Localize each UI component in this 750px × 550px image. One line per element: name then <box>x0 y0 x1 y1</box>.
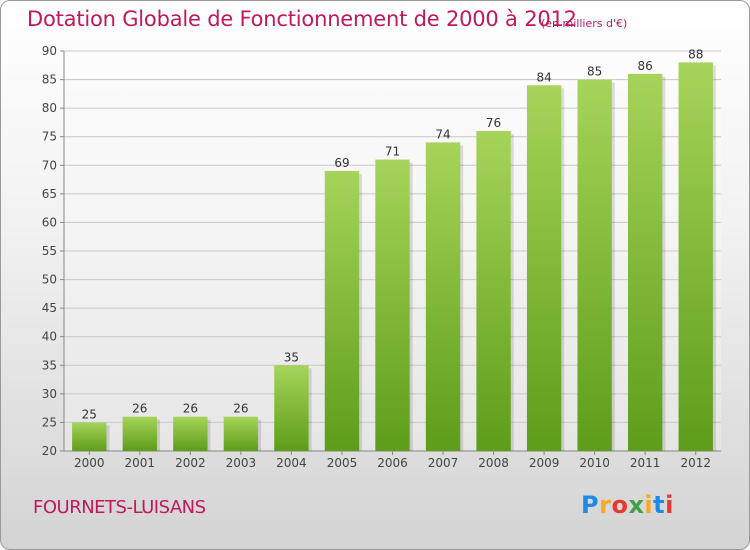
y-tick-label: 80 <box>42 101 57 115</box>
x-tick-label: 2007 <box>428 456 459 470</box>
bar <box>476 131 511 451</box>
logo-letter: i <box>644 491 654 519</box>
x-tick-label: 2001 <box>125 456 156 470</box>
x-tick-label: 2002 <box>175 456 206 470</box>
y-tick-label: 70 <box>42 158 57 172</box>
x-tick-label: 2005 <box>327 456 358 470</box>
data-label: 84 <box>536 70 551 84</box>
logo-letter: t <box>653 491 666 519</box>
data-label: 69 <box>334 156 349 170</box>
x-tick-label: 2009 <box>529 456 560 470</box>
data-label: 88 <box>688 47 703 61</box>
bar <box>526 85 562 452</box>
unit-note: (en milliers d'€) <box>541 17 628 30</box>
y-tick-label: 75 <box>42 130 57 144</box>
data-label: 74 <box>435 127 450 141</box>
y-tick-label: 20 <box>42 444 57 458</box>
y-tick-label: 85 <box>42 73 57 87</box>
y-tick-label: 30 <box>42 387 57 401</box>
bar <box>678 62 713 452</box>
y-tick-label: 50 <box>42 273 57 287</box>
proxiti-logo: Proxiti <box>581 491 674 519</box>
bar <box>577 79 612 452</box>
bar <box>628 73 663 451</box>
y-tick-label: 60 <box>42 215 57 229</box>
y-tick-label: 40 <box>42 330 57 344</box>
logo-letter: i <box>665 491 674 519</box>
y-tick-label: 35 <box>42 358 57 372</box>
logo-letter: P <box>581 491 600 519</box>
bar <box>375 159 410 452</box>
logo-letter: o <box>611 491 629 519</box>
chart-title: Dotation Globale de Fonctionnement de 20… <box>27 7 577 31</box>
y-tick-label: 45 <box>42 301 57 315</box>
bar <box>223 416 259 451</box>
x-tick-label: 2010 <box>579 456 610 470</box>
commune-name: FOURNETS-LUISANS <box>33 497 206 518</box>
x-tick-label: 2008 <box>478 456 509 470</box>
y-tick-label: 65 <box>42 187 57 201</box>
x-tick-label: 2012 <box>680 456 711 470</box>
x-tick-label: 2000 <box>74 456 105 470</box>
bar <box>274 365 309 451</box>
data-label: 71 <box>385 145 400 159</box>
x-tick-label: 2004 <box>276 456 307 470</box>
logo-letter: x <box>628 491 645 519</box>
data-label: 26 <box>132 402 147 416</box>
logo-letter: r <box>599 491 612 519</box>
x-tick-label: 2006 <box>377 456 408 470</box>
data-label: 85 <box>587 65 602 79</box>
bar <box>173 416 208 451</box>
data-label: 25 <box>82 407 97 421</box>
data-label: 26 <box>233 402 248 416</box>
data-label: 86 <box>638 59 653 73</box>
bar <box>324 171 360 451</box>
data-label: 35 <box>284 350 299 364</box>
data-label: 76 <box>486 116 501 130</box>
bar <box>425 142 461 451</box>
bar <box>122 416 157 451</box>
y-tick-label: 25 <box>42 415 57 429</box>
x-tick-label: 2011 <box>630 456 661 470</box>
data-label: 26 <box>183 402 198 416</box>
y-tick-label: 90 <box>42 44 57 58</box>
y-tick-label: 55 <box>42 244 57 258</box>
bar <box>72 422 107 451</box>
x-tick-label: 2003 <box>226 456 257 470</box>
